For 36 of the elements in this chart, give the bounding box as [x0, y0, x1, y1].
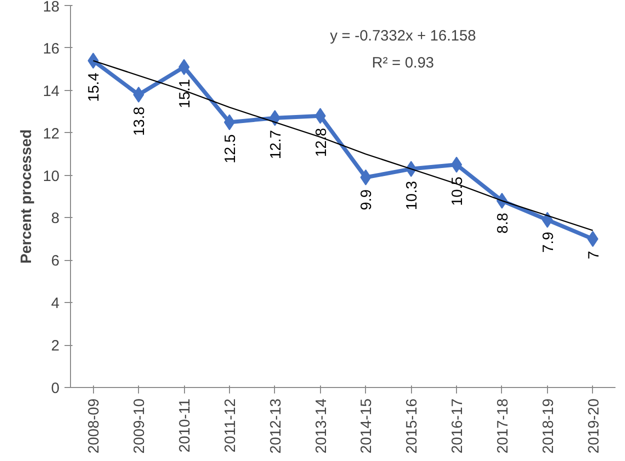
data-label: 7.9: [540, 232, 557, 253]
x-tick-label: 2016-17: [449, 398, 466, 454]
x-tick-label: 2019-20: [585, 398, 602, 454]
x-tick-label: 2015-16: [404, 398, 421, 454]
data-label: 12.8: [312, 128, 330, 158]
x-tick-label: 2017-18: [494, 398, 512, 454]
y-tick-label: 2: [51, 338, 60, 355]
y-axis-title: Percent processed: [18, 129, 35, 264]
data-label: 7: [585, 250, 602, 260]
annotation: R² = 0.93: [372, 54, 434, 72]
x-tick-label: 2011-12: [222, 398, 239, 452]
y-tick-label: 4: [51, 295, 60, 312]
data-label: 12.7: [267, 130, 284, 160]
y-tick-label: 0: [51, 380, 60, 397]
data-label: 13.8: [131, 106, 148, 136]
data-label: 15.4: [86, 72, 103, 102]
x-tick-label: 2013-14: [312, 398, 330, 454]
x-tick-label: 2008-09: [86, 398, 103, 454]
data-label: 15.1: [176, 79, 194, 108]
x-tick-label: 2014-15: [358, 398, 376, 454]
y-tick-label: 16: [42, 40, 60, 58]
annotation: y = -0.7332x + 16.158: [330, 28, 476, 45]
data-label: 10.3: [404, 180, 421, 210]
x-tick-label: 2009-10: [131, 398, 148, 454]
x-tick-label: 2018-19: [540, 398, 557, 454]
y-tick-label: 10: [42, 168, 60, 185]
x-tick-label: 2012-13: [267, 398, 284, 454]
data-label: 12.5: [222, 134, 239, 164]
y-tick-label: 14: [42, 82, 60, 100]
y-tick-label: 8: [51, 210, 60, 228]
y-tick-label: 18: [42, 0, 60, 16]
data-label: 9.9: [358, 189, 376, 210]
y-tick-label: 12: [42, 125, 60, 142]
x-tick-label: 2010-11: [176, 398, 194, 452]
data-label: 8.8: [494, 212, 512, 234]
y-tick-label: 6: [51, 252, 60, 270]
